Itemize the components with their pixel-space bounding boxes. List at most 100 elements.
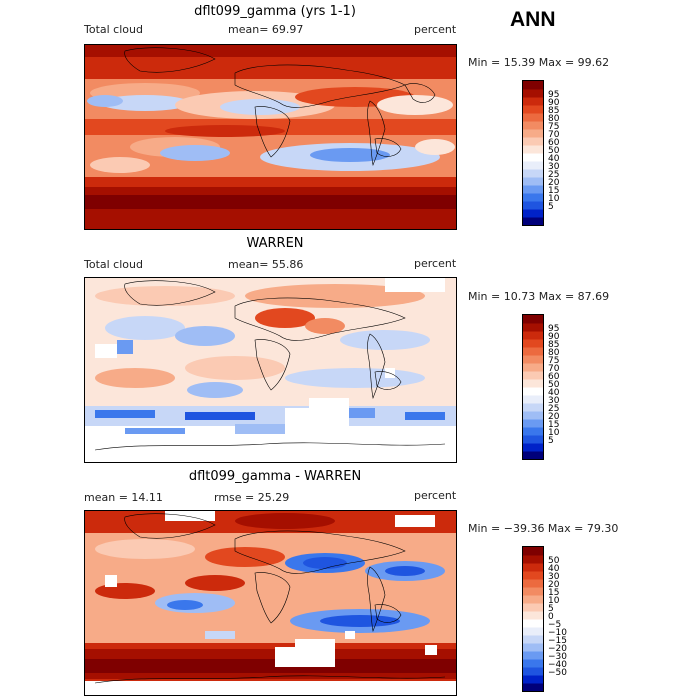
colorbar-swatch xyxy=(523,587,543,596)
colorbar-tick-label: 30 xyxy=(548,162,560,172)
colorbar-swatch xyxy=(523,323,543,332)
colorbar-swatch xyxy=(523,451,543,459)
colorbar-tick-label: 20 xyxy=(548,178,560,188)
colorbar-tick-label: 75 xyxy=(548,122,560,132)
panel3-minmax-label: Min = −39.36 Max = 79.30 xyxy=(468,522,619,535)
colorbar-tick-label: 85 xyxy=(548,106,560,116)
colorbar-swatch xyxy=(523,121,543,130)
colorbar-swatch xyxy=(523,81,543,90)
colorbar-swatch xyxy=(523,193,543,202)
colorbar-swatch xyxy=(523,635,543,644)
colorbar-tick-label: 50 xyxy=(548,380,560,390)
panel2-title: WARREN xyxy=(246,236,304,251)
colorbar-swatch xyxy=(523,683,543,691)
colorbar-swatch xyxy=(523,201,543,210)
colorbar-swatch xyxy=(523,137,543,146)
colorbar-tick-label: 40 xyxy=(548,564,560,574)
colorbar-swatch xyxy=(523,355,543,364)
colorbar-swatch xyxy=(523,627,543,636)
colorbar-tick-label: −30 xyxy=(548,652,567,662)
colorbar-swatch xyxy=(523,427,543,436)
panel3-colorbar-swatches xyxy=(523,547,543,691)
colorbar-tick-label: 0 xyxy=(548,612,554,622)
colorbar-swatch xyxy=(523,571,543,580)
colorbar-swatch xyxy=(523,595,543,604)
panel3-map xyxy=(84,510,457,696)
colorbar-tick-label: 20 xyxy=(548,580,560,590)
colorbar-tick-label: −20 xyxy=(548,644,567,654)
panel3-colorbar xyxy=(522,546,544,692)
colorbar-swatch xyxy=(523,547,543,556)
colorbar-swatch xyxy=(523,177,543,186)
colorbar-swatch xyxy=(523,579,543,588)
colorbar-tick-label: 5 xyxy=(548,436,554,446)
colorbar-tick-label: 25 xyxy=(548,170,560,180)
colorbar-swatch xyxy=(523,371,543,380)
colorbar-tick-label: 10 xyxy=(548,596,560,606)
colorbar-tick-label: 40 xyxy=(548,154,560,164)
colorbar-swatch xyxy=(523,217,543,225)
colorbar-tick-label: 15 xyxy=(548,588,560,598)
colorbar-tick-label: 60 xyxy=(548,138,560,148)
colorbar-tick-label: 70 xyxy=(548,364,560,374)
colorbar-swatch xyxy=(523,659,543,668)
panel1-mean-label: mean= 69.97 xyxy=(228,23,304,36)
panel2-mean-label: mean= 55.86 xyxy=(228,258,304,271)
season-label: ANN xyxy=(510,8,556,31)
colorbar-swatch xyxy=(523,411,543,420)
colorbar-swatch xyxy=(523,443,543,452)
colorbar-swatch xyxy=(523,153,543,162)
panel2-units-label: percent xyxy=(414,257,457,270)
colorbar-tick-label: 40 xyxy=(548,388,560,398)
colorbar-swatch xyxy=(523,643,543,652)
panel2-map xyxy=(84,277,457,463)
colorbar-swatch xyxy=(523,619,543,628)
colorbar-swatch xyxy=(523,331,543,340)
colorbar-tick-label: 50 xyxy=(548,556,560,566)
colorbar-swatch xyxy=(523,161,543,170)
panel1-map-field xyxy=(85,45,456,229)
colorbar-tick-label: 50 xyxy=(548,146,560,156)
colorbar-tick-label: 5 xyxy=(548,604,554,614)
colorbar-tick-label: 10 xyxy=(548,194,560,204)
panel3-mean-label: mean = 14.11 xyxy=(84,491,163,504)
colorbar-swatch xyxy=(523,113,543,122)
colorbar-swatch xyxy=(523,387,543,396)
colorbar-swatch xyxy=(523,185,543,194)
panel3-units-label: percent xyxy=(414,489,457,502)
panel2-colorbar-swatches xyxy=(523,315,543,459)
panel1-title: dflt099_gamma (yrs 1-1) xyxy=(194,4,356,19)
panel1-colorbar-swatches xyxy=(523,81,543,225)
panel1-variable-label: Total cloud xyxy=(84,23,143,36)
colorbar-swatch xyxy=(523,675,543,684)
colorbar-tick-label: 30 xyxy=(548,572,560,582)
colorbar-tick-label: 30 xyxy=(548,396,560,406)
colorbar-swatch xyxy=(523,105,543,114)
colorbar-tick-label: 85 xyxy=(548,340,560,350)
colorbar-swatch xyxy=(523,563,543,572)
colorbar-tick-label: 5 xyxy=(548,202,554,212)
panel3-rmse-label: rmse = 25.29 xyxy=(214,491,290,504)
colorbar-tick-label: 20 xyxy=(548,412,560,422)
panel3-map-field xyxy=(85,511,456,695)
colorbar-swatch xyxy=(523,129,543,138)
colorbar-tick-label: 15 xyxy=(548,186,560,196)
colorbar-tick-label: 15 xyxy=(548,420,560,430)
colorbar-swatch xyxy=(523,395,543,404)
colorbar-tick-label: −10 xyxy=(548,628,567,638)
colorbar-swatch xyxy=(523,347,543,356)
panel1-units-label: percent xyxy=(414,23,457,36)
colorbar-swatch xyxy=(523,97,543,106)
colorbar-tick-label: 80 xyxy=(548,348,560,358)
colorbar-swatch xyxy=(523,89,543,98)
colorbar-swatch xyxy=(523,611,543,620)
colorbar-swatch xyxy=(523,379,543,388)
colorbar-tick-label: 90 xyxy=(548,98,560,108)
panel1-map xyxy=(84,44,457,230)
colorbar-swatch xyxy=(523,667,543,676)
colorbar-tick-label: −50 xyxy=(548,668,567,678)
colorbar-swatch xyxy=(523,339,543,348)
colorbar-swatch xyxy=(523,555,543,564)
colorbar-tick-label: 95 xyxy=(548,90,560,100)
colorbar-tick-label: 60 xyxy=(548,372,560,382)
